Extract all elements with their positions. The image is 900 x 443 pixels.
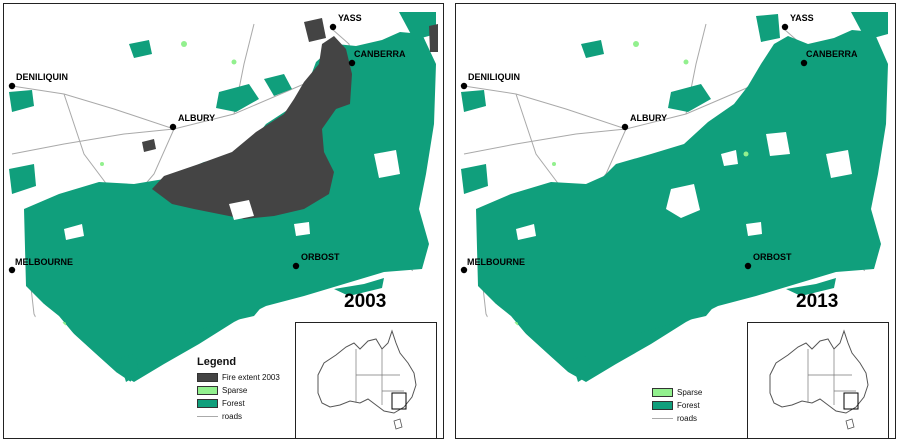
legend-item-fire: Fire extent 2003 <box>197 371 280 384</box>
legend-item-roads: roads <box>197 410 280 423</box>
legend-label-fire: Fire extent 2003 <box>222 373 280 382</box>
city-label-albury: ALBURY <box>178 113 216 123</box>
australia-outline <box>769 329 869 430</box>
city-markers <box>460 23 808 274</box>
fire-extent-layer <box>142 18 438 219</box>
cleared-patches <box>516 132 852 240</box>
legend: Legend Fire extent 2003 Sparse Forest ro… <box>197 356 280 423</box>
legend-label-sparse: Sparse <box>677 388 703 397</box>
legend-item-forest: Forest <box>197 397 280 410</box>
legend-item-forest: Forest <box>652 399 702 412</box>
coastal-forest <box>119 278 384 382</box>
legend-label-forest: Forest <box>222 399 245 408</box>
city-label-melbourne: MELBOURNE <box>15 257 73 267</box>
map-panel-2013: YASS CANBERRA DENILIQUIN ALBURY ORBOST M… <box>455 3 896 439</box>
legend-item-roads: roads <box>652 412 702 425</box>
city-label-albury: ALBURY <box>630 113 668 123</box>
city-label-yass: YASS <box>338 13 362 23</box>
fire-swatch <box>197 373 218 382</box>
forest-swatch <box>197 399 218 408</box>
legend-label-roads: roads <box>222 412 243 421</box>
coastal-forest <box>571 278 836 382</box>
city-label-orbost: ORBOST <box>301 252 340 262</box>
forest-swatch <box>652 401 673 410</box>
map-panel-2003: YASS CANBERRA DENILIQUIN ALBURY ORBOST M… <box>3 3 444 439</box>
cleared-patches <box>64 150 400 240</box>
legend-item-sparse: Sparse <box>197 384 280 397</box>
legend-title: Legend <box>197 356 237 368</box>
year-label: 2013 <box>796 291 839 312</box>
city-label-deniliquin: DENILIQUIN <box>16 72 69 82</box>
legend: Sparse Forest roads <box>652 386 702 425</box>
city-label-canberra: CANBERRA <box>354 49 406 59</box>
city-label-orbost: ORBOST <box>753 252 792 262</box>
year-label: 2003 <box>344 291 387 312</box>
city-label-yass: YASS <box>790 13 814 23</box>
city-label-deniliquin: DENILIQUIN <box>468 72 521 82</box>
legend-label-sparse: Sparse <box>222 386 248 395</box>
city-label-canberra: CANBERRA <box>806 49 858 59</box>
australia-outline <box>317 329 417 430</box>
sparse-swatch <box>652 388 673 397</box>
australia-inset-map <box>747 322 889 438</box>
sparse-swatch <box>197 386 218 395</box>
legend-label-roads: roads <box>677 414 698 423</box>
legend-label-forest: Forest <box>677 401 700 410</box>
city-markers <box>8 23 356 274</box>
australia-inset-map <box>295 322 437 438</box>
roads-swatch <box>197 416 218 417</box>
city-label-melbourne: MELBOURNE <box>467 257 525 267</box>
legend-item-sparse: Sparse <box>652 386 702 399</box>
roads-swatch <box>652 418 673 419</box>
